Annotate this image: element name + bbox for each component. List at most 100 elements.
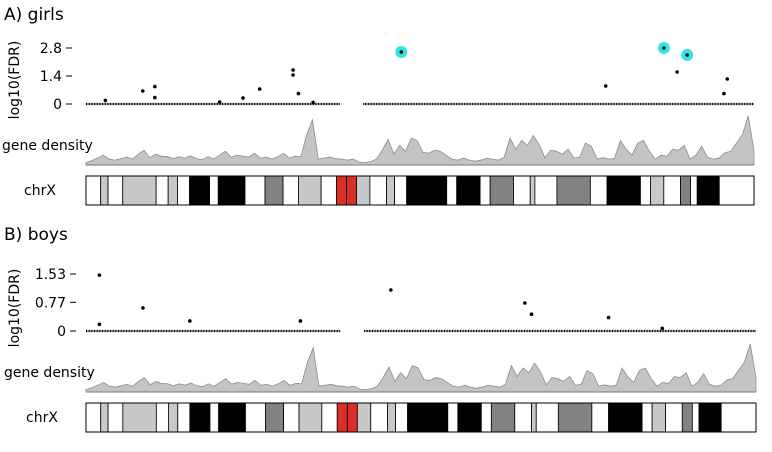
ideogram-band-gneg [155, 175, 169, 206]
ideogram-band-gpos25 [167, 175, 178, 206]
ideogram-band-gpos100 [406, 175, 448, 206]
ideogram-band-gpos25 [298, 402, 323, 433]
y-tick-label: 0 [53, 97, 62, 113]
ideogram-band-gneg [282, 175, 299, 206]
ideogram-band-gpos25 [356, 402, 372, 433]
ideogram-band-gneg [209, 175, 219, 206]
ideogram-band-gpos25 [356, 175, 371, 206]
ideogram-band-gpos75 [265, 402, 285, 433]
fdr-point [217, 100, 222, 104]
ideogram-band-gpos100 [606, 175, 641, 206]
ideogram-band-gneg [691, 402, 700, 433]
ideogram-band-gneg [641, 402, 653, 433]
ideogram-band-gneg [177, 402, 191, 433]
fdr-point [298, 319, 303, 323]
fdr-point [296, 91, 301, 96]
y-tick-label: 0 [57, 324, 66, 340]
ideogram-band-gpos25 [122, 402, 157, 433]
ideogram-band-gpos25 [529, 175, 536, 206]
gene-density-track [85, 115, 755, 166]
ideogram-band-acen [336, 402, 348, 433]
fdr-point [722, 91, 726, 96]
y-axis: 1.53 0.77 0 [35, 267, 76, 340]
ideogram-band-gneg [370, 402, 388, 433]
y-axis: 2.8 1.4 0 [40, 41, 72, 113]
ideogram-band-gpos75 [556, 175, 591, 206]
fdr-point [399, 50, 404, 54]
ideogram-band-gneg [395, 402, 409, 433]
gene-density-area [85, 343, 757, 393]
y-axis-label: log10(FDR) [7, 269, 23, 348]
ideogram-band-gneg [447, 402, 459, 433]
fdr-point [725, 77, 730, 81]
ideogram-band-gneg [690, 175, 698, 206]
ideogram-band-acen [346, 175, 357, 206]
ideogram-band-gpos75 [681, 402, 693, 433]
panel-girls: A) girls 2.8 1.4 0 log10(FDR) gene densi… [2, 5, 755, 206]
ideogram-band-gpos25 [298, 175, 322, 206]
ideogram-band-gpos25 [650, 175, 665, 206]
ideogram-band-gneg [480, 402, 492, 433]
ideogram-band-acen [346, 402, 358, 433]
ideogram-band-gneg [514, 402, 532, 433]
fdr-point [606, 315, 611, 320]
y-tick-label: 1.4 [40, 69, 62, 85]
fdr-point [311, 100, 315, 105]
panel-boys: B) boys 1.53 0.77 0 log10(FDR) gene dens… [4, 225, 757, 433]
gene-density-label: gene density [2, 138, 93, 154]
ideogram-band-gneg [534, 175, 558, 206]
ideogram-band-gneg [591, 402, 609, 433]
fdr-point [291, 73, 295, 77]
ideogram-band-gneg [663, 175, 681, 206]
fdr-point [685, 53, 689, 57]
ideogram-band-gpos100 [457, 402, 482, 433]
y-tick-label: 2.8 [40, 41, 62, 57]
ideogram-band-acen [336, 175, 347, 206]
fdr-point [153, 95, 157, 100]
ideogram-band-gpos100 [217, 175, 246, 206]
ideogram-band-gpos100 [698, 402, 722, 433]
ideogram-band-gpos100 [696, 175, 720, 206]
ideogram-band-gpos25 [100, 402, 109, 433]
fdr-point [97, 273, 102, 277]
y-tick-label: 1.53 [35, 267, 66, 283]
ideogram-band-gpos100 [456, 175, 481, 206]
ideogram-band-gneg [665, 402, 683, 433]
fdr-point [140, 89, 145, 93]
fdr-point [153, 84, 157, 89]
ideogram-band-gneg [479, 175, 491, 206]
ideogram-band-gneg [320, 175, 337, 206]
ideogram-band-gpos25 [100, 175, 109, 206]
fdr-points [103, 42, 730, 105]
ideogram-band-gneg [720, 402, 757, 433]
chromosome-label: chrX [24, 183, 56, 199]
panel-title: A) girls [4, 5, 64, 25]
ideogram-band-gneg [85, 402, 102, 433]
gene-density-area [85, 115, 755, 166]
ideogram-band-gpos75 [557, 402, 593, 433]
panel-title: B) boys [4, 225, 68, 245]
ideogram-band-gneg [513, 175, 531, 206]
ideogram-band-gneg [446, 175, 458, 206]
fdr-point [188, 319, 192, 323]
fdr-point [662, 46, 666, 50]
y-tick-label: 0.77 [35, 295, 66, 311]
fdr-point [675, 70, 679, 74]
ideogram-band-gpos25 [387, 402, 396, 433]
ideogram-band-gneg [85, 175, 102, 206]
ideogram-band-gneg [107, 175, 124, 206]
ideogram-band-gneg [107, 402, 124, 433]
ideogram-band-gpos25 [531, 402, 537, 433]
ideogram-band-gpos100 [189, 175, 210, 206]
ideogram-band-gpos75 [264, 175, 284, 206]
y-axis-label: log10(FDR) [7, 41, 23, 120]
ideogram-band-gneg [245, 402, 266, 433]
fdr-point [141, 306, 145, 310]
fdr-point [529, 312, 534, 317]
ideogram-outline [85, 402, 757, 433]
fdr-point [291, 68, 295, 72]
fdr-point [523, 301, 527, 305]
chromosome-ideogram [85, 175, 755, 206]
ideogram-outline [85, 175, 755, 206]
